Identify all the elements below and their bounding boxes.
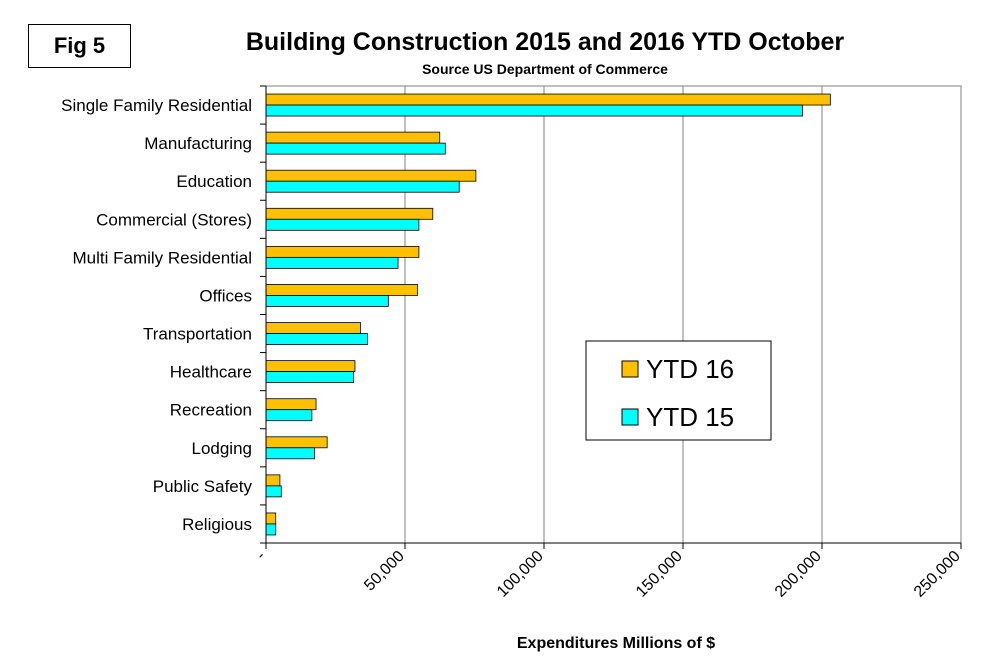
- x-tick-label: 100,000: [494, 548, 547, 601]
- bar-ytd-16: [265, 474, 281, 487]
- bar-ytd-15: [265, 142, 446, 155]
- bar-ytd-15: [265, 371, 354, 384]
- bar-ytd-15: [265, 485, 282, 498]
- legend-label: YTD 15: [646, 402, 734, 432]
- category-label: Religious: [182, 515, 252, 534]
- category-label: Healthcare: [170, 363, 252, 382]
- bar-ytd-16: [265, 131, 441, 144]
- legend-box: [585, 340, 772, 441]
- legend-label: YTD 16: [646, 354, 734, 384]
- category-label: Public Safety: [153, 477, 253, 496]
- figure-label: Fig 5: [28, 24, 131, 68]
- bar-ytd-15: [265, 104, 803, 117]
- bar-ytd-15: [265, 333, 368, 345]
- category-label: Education: [176, 172, 252, 191]
- bar-ytd-15: [265, 295, 389, 307]
- category-label: Offices: [199, 286, 252, 305]
- category-label: Multi Family Residential: [73, 248, 253, 267]
- bar-ytd-16: [265, 322, 361, 334]
- bar-ytd-16: [265, 93, 831, 106]
- category-label: Lodging: [191, 439, 252, 458]
- bar-ytd-16: [265, 398, 317, 411]
- bar-ytd-16: [265, 245, 420, 258]
- bar-ytd-16: [265, 360, 356, 373]
- category-label: Commercial (Stores): [96, 210, 252, 229]
- chart-subtitle: Source US Department of Commerce: [422, 61, 668, 77]
- bar-ytd-15: [265, 447, 316, 460]
- x-tick-label: 150,000: [633, 548, 686, 601]
- legend-swatch: [621, 360, 639, 378]
- bar-ytd-16: [265, 207, 434, 220]
- x-axis-label: Expenditures Millions of $: [517, 635, 715, 652]
- x-tick-label: -: [253, 548, 269, 564]
- x-tick-label: 50,000: [361, 548, 408, 595]
- x-tick-label: 250,000: [911, 548, 964, 601]
- bar-ytd-15: [265, 218, 420, 231]
- legend-swatch: [621, 408, 639, 426]
- bar-ytd-15: [265, 256, 399, 269]
- category-label: Single Family Residential: [61, 96, 252, 115]
- bar-ytd-15: [265, 523, 277, 536]
- x-tick-label: 200,000: [772, 548, 825, 601]
- bar-ytd-15: [265, 180, 460, 193]
- bar-ytd-15: [265, 409, 313, 422]
- bar-ytd-16: [265, 169, 477, 182]
- category-label: Transportation: [143, 325, 252, 344]
- legend: YTD 16 YTD 15: [585, 340, 772, 441]
- chart-title: Building Construction 2015 and 2016 YTD …: [246, 28, 845, 56]
- bar-ytd-16: [265, 512, 277, 525]
- bar-ytd-16: [265, 284, 418, 296]
- plot-area: [265, 85, 962, 544]
- bar-ytd-16: [265, 436, 328, 449]
- category-label: Recreation: [170, 401, 252, 420]
- category-label: Manufacturing: [144, 134, 252, 153]
